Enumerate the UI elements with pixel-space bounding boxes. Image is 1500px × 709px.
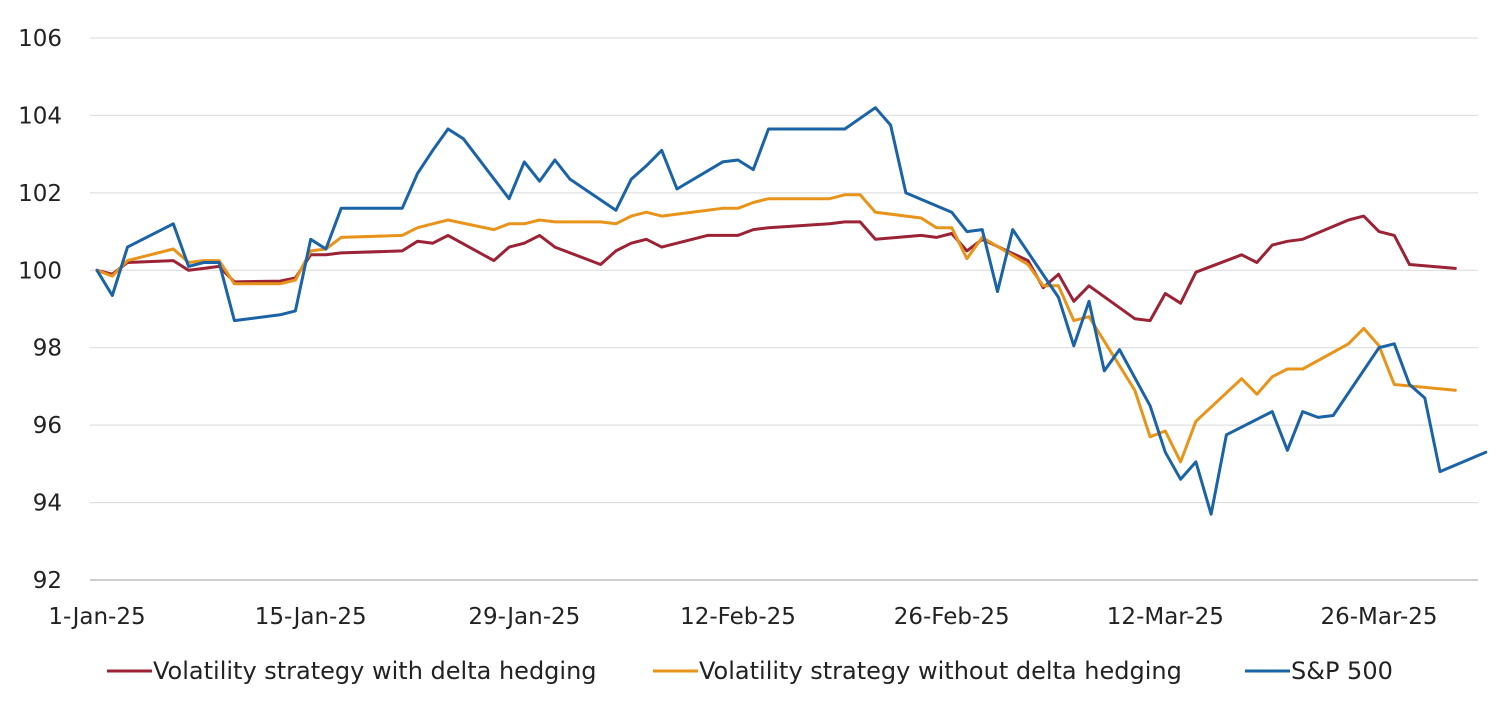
x-axis-tick-labels: 1-Jan-25 15-Jan-25 29-Jan-25 12-Feb-25 26-Fe… [48, 604, 1437, 630]
series-lines [95, 106, 1488, 516]
legend: Volatility strategy with delta hedging Vo… [107, 657, 1393, 685]
x-tick-label: 12-Feb-25 [680, 604, 796, 630]
x-tick-label: 15-Jan-25 [255, 604, 367, 630]
y-tick-label: 106 [18, 26, 62, 52]
y-tick-label: 104 [18, 103, 62, 129]
x-tick-label: 12-Mar-25 [1107, 604, 1224, 630]
series-line-2 [95, 193, 1457, 464]
y-axis-tick-labels: 92 94 96 98 100 102 104 106 [18, 26, 62, 594]
legend-label-2: Volatility strategy without delta hedgin… [699, 657, 1182, 685]
legend-label-1: Volatility strategy with delta hedging [153, 657, 597, 685]
series-line-3 [95, 106, 1488, 516]
x-tick-label: 29-Jan-25 [468, 604, 580, 630]
x-tick-label: 26-Feb-25 [894, 604, 1010, 630]
y-tick-label: 98 [33, 336, 62, 362]
series-line-1 [95, 214, 1457, 323]
y-tick-label: 96 [33, 413, 62, 439]
y-tick-label: 102 [18, 181, 62, 207]
x-tick-label: 1-Jan-25 [48, 604, 145, 630]
y-tick-label: 94 [33, 491, 62, 517]
grid-lines [90, 37, 1478, 581]
y-tick-label: 92 [33, 568, 62, 594]
legend-label-3: S&P 500 [1291, 657, 1393, 685]
x-tick-label: 26-Mar-25 [1320, 604, 1437, 630]
y-tick-label: 100 [18, 258, 62, 284]
